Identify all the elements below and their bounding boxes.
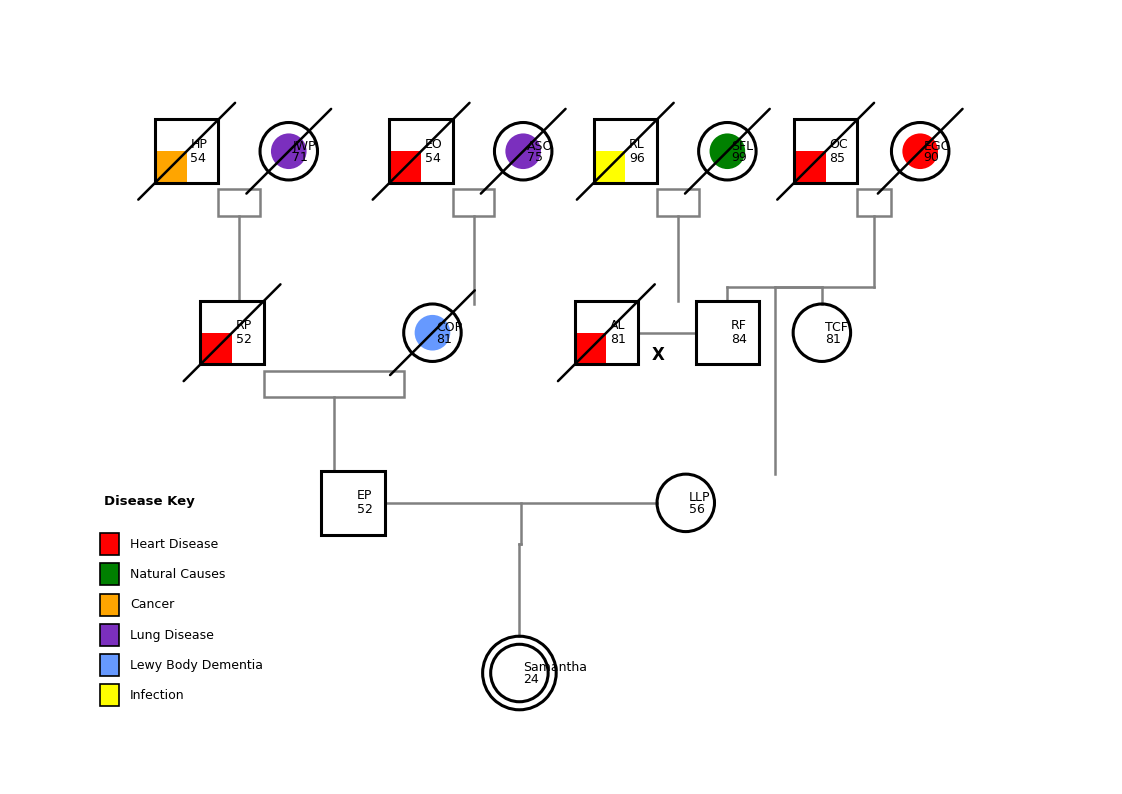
Bar — [100, 564, 119, 585]
Text: 81: 81 — [826, 333, 842, 345]
Text: 96: 96 — [629, 152, 645, 164]
Text: RL: RL — [629, 137, 645, 151]
Text: AL: AL — [610, 319, 626, 332]
Text: 85: 85 — [829, 152, 846, 164]
Bar — [657, 189, 699, 215]
Ellipse shape — [902, 133, 938, 169]
Bar — [696, 301, 760, 364]
Bar — [857, 189, 892, 215]
Ellipse shape — [709, 133, 745, 169]
Text: 52: 52 — [357, 503, 373, 516]
Text: Lung Disease: Lung Disease — [130, 629, 214, 642]
Text: Disease Key: Disease Key — [103, 495, 194, 508]
Text: HP: HP — [191, 137, 208, 151]
Bar — [100, 624, 119, 646]
Bar — [321, 471, 385, 534]
Text: TCF: TCF — [826, 321, 848, 334]
Text: OC: OC — [829, 137, 848, 151]
Polygon shape — [574, 333, 606, 364]
Text: EGC: EGC — [923, 140, 950, 152]
Bar — [100, 594, 119, 615]
Text: Samantha: Samantha — [523, 661, 587, 674]
Text: EO: EO — [425, 137, 443, 151]
Bar — [100, 684, 119, 707]
Polygon shape — [155, 151, 186, 183]
Text: RP: RP — [236, 319, 252, 332]
Text: SFL: SFL — [730, 140, 753, 152]
Text: Natural Causes: Natural Causes — [130, 569, 226, 581]
Text: 81: 81 — [435, 333, 452, 345]
Text: 84: 84 — [732, 333, 747, 346]
Text: 99: 99 — [730, 151, 746, 164]
Bar — [574, 301, 638, 364]
Text: Lewy Body Dementia: Lewy Body Dementia — [130, 659, 263, 672]
Bar — [264, 371, 404, 397]
Ellipse shape — [270, 133, 306, 169]
Bar — [453, 189, 495, 215]
Polygon shape — [594, 151, 625, 183]
Text: 54: 54 — [191, 152, 206, 164]
Bar — [100, 654, 119, 676]
Text: LLP: LLP — [689, 491, 710, 504]
Bar — [794, 119, 857, 183]
Polygon shape — [389, 151, 421, 183]
Text: 75: 75 — [526, 151, 543, 164]
Text: 56: 56 — [689, 503, 705, 515]
Bar — [155, 119, 219, 183]
Ellipse shape — [505, 133, 541, 169]
Text: Cancer: Cancer — [130, 599, 174, 611]
Text: 54: 54 — [425, 152, 441, 164]
Text: COP: COP — [435, 321, 462, 334]
Text: 24: 24 — [523, 673, 539, 686]
Text: Heart Disease: Heart Disease — [130, 538, 218, 551]
Bar — [389, 119, 453, 183]
Bar — [100, 533, 119, 555]
Bar — [219, 189, 260, 215]
Text: 71: 71 — [292, 151, 309, 164]
Text: RF: RF — [732, 319, 747, 332]
Text: 90: 90 — [923, 151, 939, 164]
Text: 52: 52 — [236, 333, 251, 346]
Polygon shape — [201, 333, 232, 364]
Text: Infection: Infection — [130, 689, 185, 702]
Bar — [594, 119, 657, 183]
Text: X: X — [652, 346, 664, 364]
Bar — [201, 301, 264, 364]
Text: ASO: ASO — [526, 140, 553, 152]
Ellipse shape — [415, 315, 450, 350]
Polygon shape — [794, 151, 826, 183]
Text: EP: EP — [357, 489, 373, 503]
Text: JWP: JWP — [292, 140, 315, 152]
Text: 81: 81 — [610, 333, 626, 346]
